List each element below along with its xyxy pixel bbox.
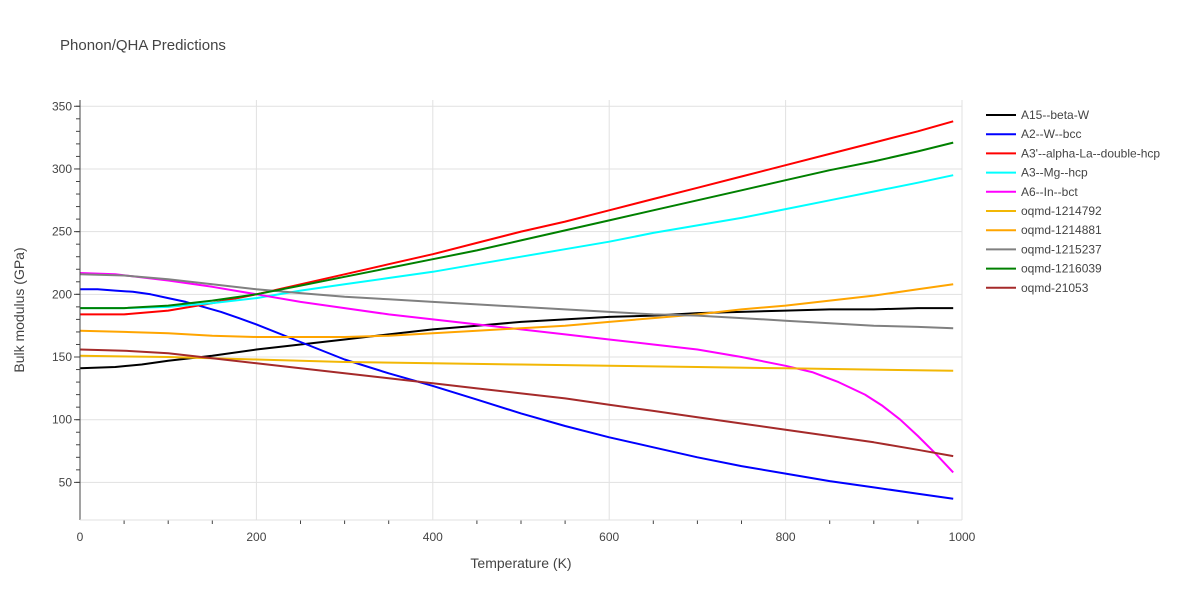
chart-title: Phonon/QHA Predictions [60,37,226,54]
legend-item[interactable]: A3--Mg--hcp [986,166,1088,180]
axes: 0 200 400 600 800 1000 50 100 150 200 250 300 350 [52,99,976,544]
legend[interactable]: A15--beta-W A2--W--bcc A3'--alpha-La--doub… [986,108,1160,295]
legend-item[interactable]: oqmd-1216039 [986,262,1102,276]
series-lines [79,120,954,500]
legend-item[interactable]: oqmd-1214792 [986,204,1102,218]
y-tick-label: 300 [52,162,72,176]
x-tick-label: 600 [599,530,619,544]
series-line-oqmd-1214792 [79,354,954,372]
legend-label: A15--beta-W [1021,108,1090,122]
series-line-oqmd-21053 [79,348,954,458]
legend-label: oqmd-1214792 [1021,204,1102,218]
series-line-A3--Mg--hcp [80,174,954,310]
legend-label: A3--Mg--hcp [1021,166,1088,180]
x-tick-label: 800 [776,530,796,544]
legend-item[interactable]: oqmd-21053 [986,281,1089,295]
legend-item[interactable]: oqmd-1215237 [986,242,1102,256]
legend-label: A6--In--bct [1021,185,1078,199]
legend-label: oqmd-21053 [1021,281,1089,295]
y-axis-title: Bulk modulus (GPa) [11,247,27,372]
legend-label: oqmd-1214881 [1021,223,1102,237]
x-tick-label: 200 [246,530,266,544]
y-tick-label: 350 [52,99,72,113]
grid-lines [80,100,963,520]
y-tick-label: 200 [52,287,72,301]
legend-item[interactable]: A6--In--bct [986,185,1078,199]
legend-item[interactable]: A15--beta-W [986,108,1090,122]
y-tick-label: 250 [52,225,72,239]
y-tick-label: 50 [59,475,73,489]
series-line-oqmd-1215237 [79,273,954,330]
y-tick-label: 100 [52,413,72,427]
y-tick-label: 150 [52,350,72,364]
x-tick-label: 0 [77,530,84,544]
series-line-A3'--alpha-La--double-hcp [80,120,954,316]
legend-label: oqmd-1215237 [1021,242,1102,256]
legend-label: A2--W--bcc [1021,127,1081,141]
series-line-A15--beta-W [79,307,954,370]
x-tick-label: 1000 [949,530,976,544]
series-line-oqmd-1214881 [79,283,954,338]
legend-item[interactable]: oqmd-1214881 [986,223,1102,237]
series-line-A2--W--bcc [80,288,954,500]
legend-item[interactable]: A2--W--bcc [986,127,1081,141]
legend-item[interactable]: A3'--alpha-La--double-hcp [986,146,1160,160]
legend-label: A3'--alpha-La--double-hcp [1021,146,1160,160]
x-axis-title: Temperature (K) [470,555,571,571]
x-tick-label: 400 [423,530,443,544]
legend-label: oqmd-1216039 [1021,262,1102,276]
series-line-oqmd-1216039 [80,141,954,310]
